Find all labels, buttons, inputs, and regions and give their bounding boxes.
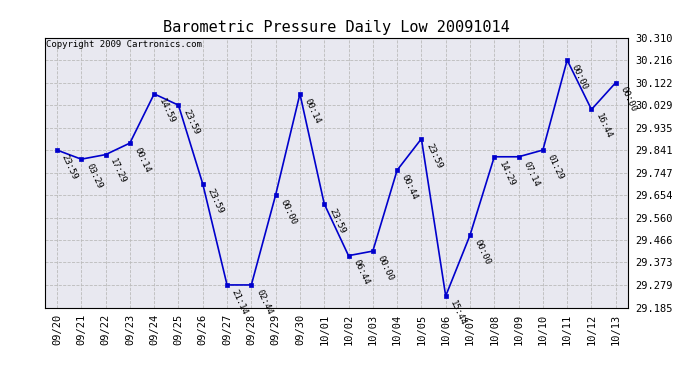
Text: 00:14: 00:14	[132, 146, 152, 174]
Text: 00:00: 00:00	[473, 238, 492, 266]
Text: 23:59: 23:59	[60, 153, 79, 181]
Text: 03:29: 03:29	[84, 162, 103, 190]
Text: 23:59: 23:59	[327, 207, 346, 235]
Title: Barometric Pressure Daily Low 20091014: Barometric Pressure Daily Low 20091014	[163, 20, 510, 35]
Text: 00:44: 00:44	[400, 173, 420, 201]
Text: 00:14: 00:14	[303, 97, 322, 125]
Text: 00:00: 00:00	[279, 198, 298, 226]
Text: 00:00: 00:00	[618, 86, 638, 114]
Text: 14:29: 14:29	[497, 159, 517, 188]
Text: 23:59: 23:59	[424, 141, 444, 170]
Text: 17:29: 17:29	[108, 158, 128, 186]
Text: Copyright 2009 Cartronics.com: Copyright 2009 Cartronics.com	[46, 40, 202, 49]
Text: 15:44: 15:44	[448, 299, 468, 327]
Text: 07:14: 07:14	[522, 159, 541, 188]
Text: 00:00: 00:00	[375, 254, 395, 282]
Text: 00:00: 00:00	[570, 63, 589, 91]
Text: 23:59: 23:59	[181, 108, 201, 136]
Text: 06:44: 06:44	[351, 258, 371, 286]
Text: 16:44: 16:44	[594, 112, 613, 141]
Text: 14:59: 14:59	[157, 97, 177, 125]
Text: 02:44: 02:44	[254, 288, 274, 316]
Text: 21:14: 21:14	[230, 288, 249, 316]
Text: 01:29: 01:29	[546, 153, 565, 181]
Text: 23:59: 23:59	[206, 187, 225, 215]
